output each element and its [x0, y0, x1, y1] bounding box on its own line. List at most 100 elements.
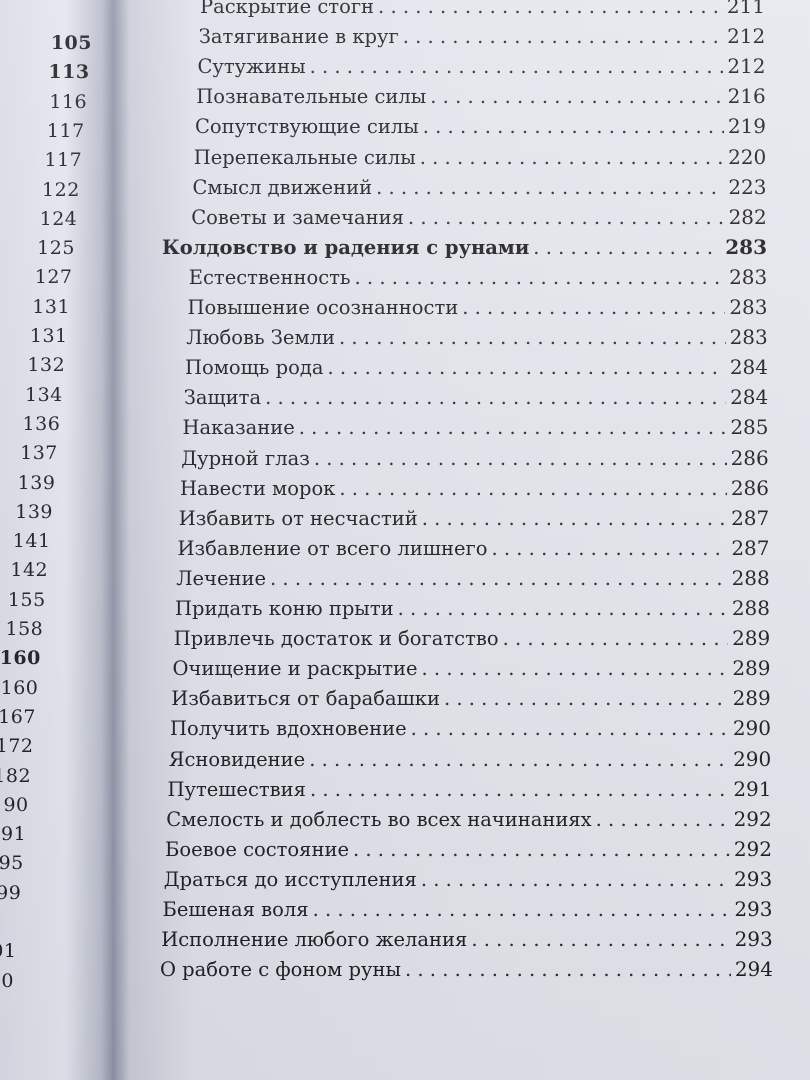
toc-entry-title: Путешествия — [167, 777, 306, 801]
toc-entry-page: 284 — [729, 355, 768, 380]
toc-entry: Исполнение любого желания 293 — [161, 927, 773, 955]
toc-entry: Любовь Земли 283 — [186, 325, 768, 353]
toc-entry-title: Наказание — [182, 416, 295, 440]
toc-entry: Бешеная воля 293 — [163, 897, 773, 925]
toc-entry-title: Дурной глаз — [181, 446, 310, 470]
left-page-number: 137 — [20, 442, 58, 465]
left-page-number: 113 — [48, 61, 90, 84]
toc-entry-page: 291 — [733, 776, 772, 801]
toc-entry-page: 219 — [727, 114, 766, 139]
toc-entry: Лечение 288 — [176, 566, 770, 594]
left-page-number: 127 — [34, 266, 73, 289]
leader-dots — [310, 55, 724, 78]
left-page-number: 160 — [0, 676, 39, 699]
toc-entry-page: 288 — [731, 596, 770, 620]
toc-entry: Придать коню прыти 288 — [175, 596, 770, 624]
toc-entry-page: 289 — [732, 686, 771, 711]
toc-entry: Колдовство и радения с рунами 283 — [162, 235, 767, 263]
toc-entry-title: Привлечь достаток и богатство — [173, 627, 499, 651]
leader-dots — [398, 597, 728, 620]
leader-dots — [444, 687, 729, 710]
toc-entry-title: Смысл движений — [192, 175, 373, 199]
leader-dots — [430, 85, 723, 108]
toc-entry: Смысл движений 223 — [193, 175, 767, 203]
leader-dots — [378, 0, 723, 18]
left-page-number: 91 — [1, 823, 27, 846]
toc-entry-title: Бешеная воля — [162, 898, 309, 921]
left-page-number: 136 — [22, 412, 61, 435]
toc-entry-title: Помощь рода — [185, 356, 324, 380]
leader-dots — [503, 627, 728, 650]
toc-entry: Ясновидение 290 — [169, 747, 772, 775]
toc-entry-title: Колдовство и радения с рунами — [162, 235, 530, 259]
toc-entry-title: Любовь Земли — [186, 326, 336, 350]
toc-entry-page: 283 — [729, 325, 768, 350]
toc-entry: О работе с фоном руны 294 — [160, 957, 773, 985]
toc-entry-page: 289 — [732, 656, 771, 681]
toc-entry-title: Повышение осознанности — [187, 296, 459, 319]
toc-entry-page: 285 — [730, 415, 769, 440]
left-page-number: 125 — [37, 237, 75, 260]
toc-entry: Дурной глаз 286 — [181, 446, 769, 474]
left-page-number: 131 — [29, 325, 68, 347]
toc-entry: Смелость и доблесть во всех начинаниях 29… — [166, 807, 772, 835]
left-page-number: 139 — [15, 500, 53, 523]
toc-entry: Сопутствующие силы 219 — [195, 114, 766, 142]
leader-dots — [405, 958, 731, 981]
left-page-number: 139 — [17, 471, 56, 494]
toc-entry: Привлечь достаток и богатство 289 — [174, 626, 771, 654]
toc-entry-title: Избавить от несчастий — [178, 506, 418, 530]
leader-dots — [299, 416, 727, 439]
toc-entry-title: Затягивание в круг — [198, 25, 399, 49]
toc-entry-title: Исполнение любого желания — [161, 928, 468, 952]
left-page-number: 90 — [3, 793, 29, 816]
toc-entry: Естественность 283 — [189, 265, 768, 293]
left-page-number: 122 — [42, 178, 80, 201]
left-page-number: 01 — [0, 940, 17, 963]
toc-entry-page: 216 — [727, 84, 766, 109]
leader-dots — [314, 447, 727, 470]
toc-entry-title: Защита — [183, 386, 262, 410]
toc-entry-title: Получить вдохновение — [170, 717, 407, 741]
left-page-number: 0 — [1, 969, 14, 992]
left-page-number: 172 — [0, 735, 34, 758]
toc-entry-title: Перепекальные силы — [193, 145, 416, 169]
left-page-number: 117 — [44, 149, 83, 172]
left-page-number: 95 — [0, 852, 24, 875]
leader-dots — [422, 657, 729, 680]
leader-dots — [596, 808, 730, 831]
leader-dots — [408, 206, 725, 229]
toc-entry-page: 211 — [726, 0, 765, 18]
toc-entry-page: 283 — [729, 264, 768, 289]
toc-entry: Защита 284 — [184, 385, 769, 413]
leader-dots — [411, 717, 729, 740]
toc-entry: Помощь рода 284 — [185, 355, 768, 383]
toc-entry-page: 223 — [728, 174, 767, 199]
left-page-number: 131 — [32, 295, 71, 318]
toc-entry: Повышение осознанности 283 — [188, 295, 768, 323]
toc-entry: Сутужины 212 — [198, 54, 766, 82]
toc-entry-title: Естественность — [188, 265, 351, 289]
toc-entry-title: Сопутствующие силы — [195, 115, 419, 139]
toc-entry-title: Очищение и раскрытие — [172, 657, 418, 681]
toc-entry-page: 289 — [732, 626, 771, 651]
toc-entry: Путешествия 291 — [168, 777, 772, 805]
toc-entry-page: 282 — [728, 204, 767, 229]
leader-dots — [310, 778, 729, 801]
leader-dots — [270, 567, 728, 590]
toc-entry-title: Сутужины — [197, 55, 306, 79]
left-page-number: 134 — [24, 383, 63, 406]
leader-dots — [353, 838, 730, 861]
left-page-number: 116 — [49, 90, 88, 113]
leader-dots — [420, 146, 724, 169]
toc-entry-title: Лечение — [176, 566, 267, 590]
toc-entry-title: Раскрытие стогн — [200, 0, 375, 18]
toc-entry-page: 293 — [734, 897, 773, 921]
toc-entry: Очищение и раскрытие 289 — [173, 656, 771, 684]
leader-dots — [265, 386, 726, 409]
toc-entry: Советы и замечания 282 — [191, 205, 767, 233]
toc-entry-page: 286 — [730, 445, 769, 470]
toc-entry-page: 287 — [731, 535, 770, 560]
toc-entry-page: 290 — [733, 746, 772, 771]
toc-entry-page: 283 — [725, 234, 767, 259]
